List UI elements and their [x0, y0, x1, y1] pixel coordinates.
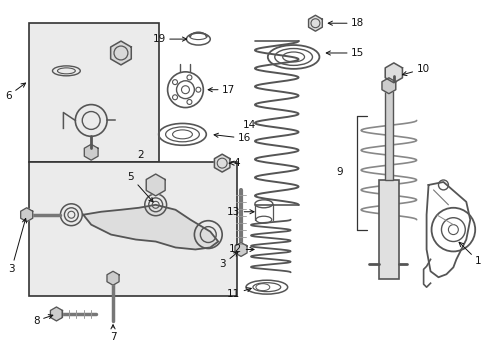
Polygon shape [20, 208, 33, 222]
Text: 2: 2 [137, 150, 144, 160]
Text: 7: 7 [109, 325, 116, 342]
Text: 15: 15 [325, 48, 364, 58]
Text: 1: 1 [458, 242, 481, 266]
Bar [29, 23, 158, 162]
Text: 8: 8 [33, 315, 53, 326]
Bar [29, 162, 237, 296]
Polygon shape [84, 144, 98, 160]
Bar [384, 91, 392, 180]
Polygon shape [381, 78, 395, 94]
Text: 9: 9 [335, 167, 342, 177]
Bar [378, 180, 398, 279]
Text: 6: 6 [5, 83, 25, 101]
Polygon shape [83, 205, 218, 249]
Polygon shape [214, 154, 229, 172]
Text: 19: 19 [152, 34, 186, 44]
Text: 3: 3 [8, 219, 26, 274]
Polygon shape [385, 63, 402, 83]
Polygon shape [110, 41, 131, 65]
Text: 13: 13 [226, 207, 253, 217]
Text: 18: 18 [327, 18, 364, 28]
Text: 10: 10 [402, 64, 429, 76]
Text: 4: 4 [229, 158, 240, 168]
Text: 3: 3 [219, 252, 238, 269]
Text: 17: 17 [208, 85, 235, 95]
Polygon shape [235, 243, 246, 256]
Text: 12: 12 [228, 244, 253, 255]
Polygon shape [50, 307, 62, 321]
Text: 14: 14 [242, 121, 255, 130]
Polygon shape [107, 271, 119, 285]
Text: 11: 11 [226, 288, 251, 299]
Polygon shape [146, 174, 165, 196]
Text: 16: 16 [214, 133, 251, 143]
Polygon shape [308, 15, 322, 31]
Text: 5: 5 [127, 172, 153, 202]
